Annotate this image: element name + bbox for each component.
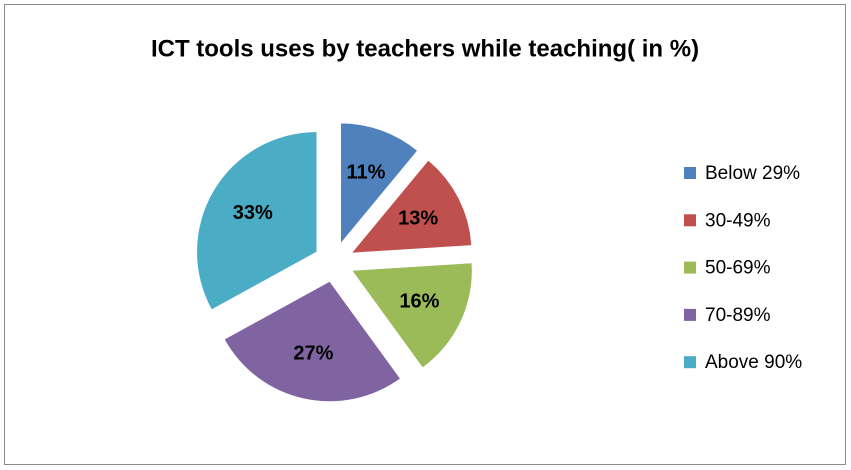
pie-slice: [351, 262, 473, 368]
pie: 11% 13% 16% 27% 33%: [196, 122, 473, 402]
pie-slice: [340, 122, 418, 244]
legend-swatch: [684, 214, 696, 227]
legend-label: 70-89%: [705, 305, 771, 326]
legend-label: 50-69%: [705, 258, 771, 279]
pie-slice: [196, 131, 318, 310]
legend-swatch: [684, 308, 696, 321]
pie-slice: [224, 281, 401, 402]
legend: Below 29% 30-49% 50-69% 70-89% Above 90%: [684, 163, 802, 373]
data-label: 16%: [399, 290, 439, 312]
data-label: 27%: [293, 342, 333, 364]
data-label: 11%: [347, 161, 386, 183]
data-label: 13%: [398, 207, 438, 229]
legend-label: 30-49%: [705, 210, 771, 231]
legend-swatch: [684, 356, 696, 369]
data-label: 33%: [233, 202, 273, 224]
legend-swatch: [684, 167, 696, 179]
legend-label: Below 29%: [705, 163, 800, 184]
legend-swatch: [684, 261, 696, 274]
chart-title: ICT tools uses by teachers while teachin…: [151, 35, 699, 62]
pie-slice: [351, 160, 472, 254]
legend-label: Above 90%: [705, 352, 802, 373]
